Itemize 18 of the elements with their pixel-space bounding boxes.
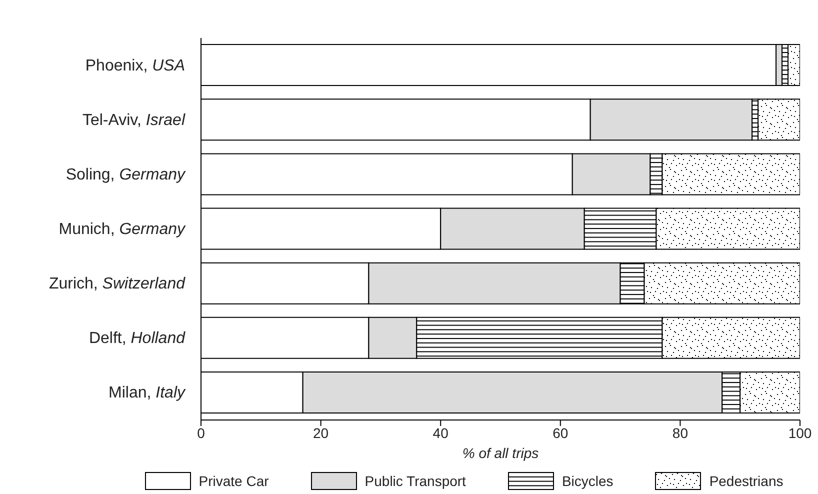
- y-tick-label: Milan, Italy: [108, 384, 186, 402]
- x-tick-label: 60: [552, 424, 568, 441]
- x-tick-label: 80: [672, 424, 688, 441]
- y-tick-label: Delft, Holland: [88, 330, 186, 348]
- x-tick-label: 40: [432, 424, 449, 441]
- y-tick-label: Munich, Germany: [58, 221, 186, 238]
- x-tick-label: 100: [788, 424, 812, 441]
- x-tick-label: 20: [313, 424, 329, 441]
- legend-label: Public Transport: [364, 473, 466, 489]
- y-tick-label: Tel-Aviv, Israel: [82, 112, 186, 129]
- y-tick-label: Zurich, Switzerland: [48, 276, 186, 293]
- legend-label: Pedestrians: [709, 473, 784, 489]
- y-tick-label: Soling, Germany: [66, 166, 186, 184]
- x-axis-title: % of all trips: [462, 445, 539, 461]
- legend-label: Bicycles: [562, 473, 614, 489]
- x-tick-label: 0: [197, 424, 206, 441]
- y-tick-label: Phoenix, USA: [85, 57, 185, 74]
- legend-label: Private Car: [198, 473, 269, 489]
